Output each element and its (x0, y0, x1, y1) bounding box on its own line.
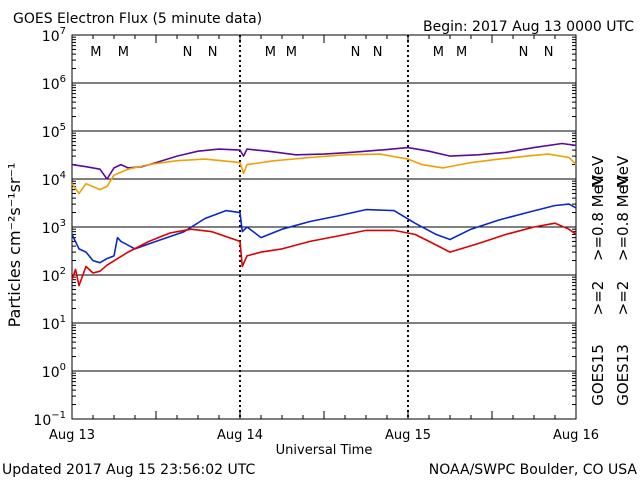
legend-goes13-2mev: >=2 (614, 281, 632, 316)
chart-title: GOES Electron Flux (5 minute data) (13, 11, 262, 27)
series-line-2 (71, 203, 577, 264)
series-line-3 (71, 222, 577, 287)
source-credit: NOAA/SWPC Boulder, CO USA (429, 462, 638, 478)
begin-date-label: Begin: 2017 Aug 13 0000 UTC (423, 19, 634, 35)
x-axis-ticks: Aug 13 Aug 14 Aug 15 Aug 16 (49, 35, 599, 443)
y-tick-label-1e7: 107 (42, 26, 66, 45)
marker-n-2: N (183, 45, 193, 60)
series-line-1 (71, 153, 577, 195)
marker-m-5: M (286, 45, 297, 60)
legend-unit-label-2: MeV (614, 155, 632, 188)
marker-n-10: N (519, 45, 529, 60)
legend-goes15-label: GOES15 (589, 344, 607, 406)
y-tick-label-1e3: 103 (42, 218, 66, 237)
legend-goes15-08mev: >=0.8 MeV (589, 174, 607, 261)
x-tick-label-3: Aug 16 (553, 428, 599, 443)
legend-goes15-2mev: >=2 (589, 281, 607, 316)
legend-goes13-08mev: >=0.8 MeV (614, 174, 632, 261)
x-tick-label-2: Aug 15 (385, 428, 431, 443)
legend-goes13-label: GOES13 (614, 344, 632, 406)
series-line-0 (71, 142, 577, 180)
marker-m-4: M (265, 45, 276, 60)
data-series (71, 142, 577, 287)
x-tick-label-0: Aug 13 (49, 428, 95, 443)
legend: GOES15 GOES13 >=2 >=2 >=0.8 MeV >=0.8 Me… (589, 155, 632, 406)
x-tick-label-1: Aug 14 (217, 428, 263, 443)
y-axis-label: Particles cm⁻²s⁻¹sr⁻¹ (5, 163, 24, 328)
y-tick-label-1e-1: 10−1 (33, 410, 66, 429)
marker-m-8: M (433, 45, 444, 60)
marker-n-6: N (351, 45, 361, 60)
legend-unit-label: MeV (589, 155, 607, 188)
y-axis-ticks: 10−1 100 101 102 103 104 105 106 107 (33, 26, 576, 429)
marker-n-3: N (208, 45, 218, 60)
marker-m-9: M (456, 45, 467, 60)
marker-m-1: M (118, 45, 129, 60)
y-tick-label-1e4: 104 (42, 170, 66, 189)
marker-m-0: M (90, 45, 101, 60)
updated-timestamp: Updated 2017 Aug 15 23:56:02 UTC (2, 462, 255, 478)
y-tick-label-1e0: 100 (42, 362, 66, 381)
grid-lines (72, 35, 576, 419)
y-tick-label-1e2: 102 (42, 266, 66, 285)
y-tick-label-1e1: 101 (42, 314, 66, 333)
marker-n-11: N (544, 45, 554, 60)
y-tick-label-1e6: 106 (42, 74, 66, 93)
marker-n-7: N (373, 45, 383, 60)
y-tick-label-1e5: 105 (42, 122, 66, 141)
x-axis-label: Universal Time (276, 443, 373, 458)
